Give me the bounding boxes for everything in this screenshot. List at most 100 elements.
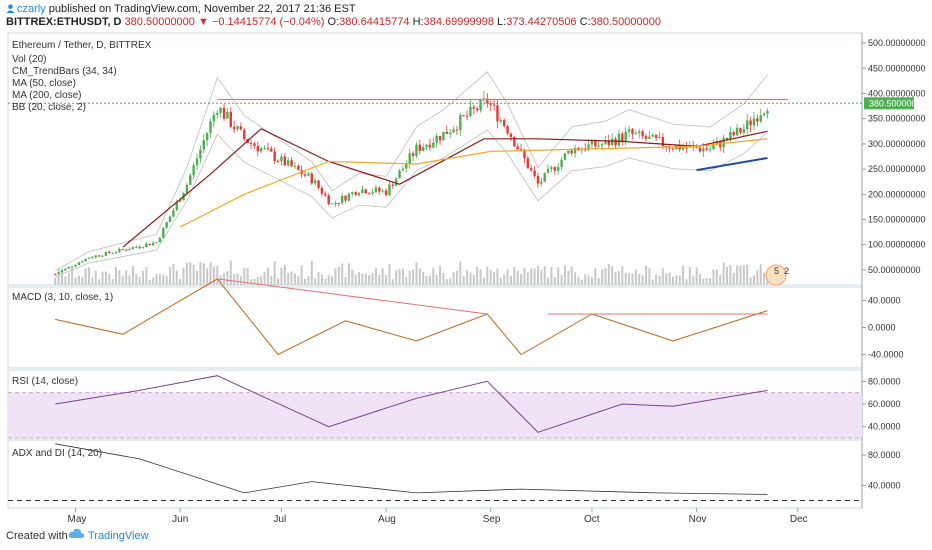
- volume-bar: [486, 266, 489, 285]
- volume-bar: [466, 270, 469, 285]
- volume-bar: [540, 269, 543, 285]
- volume-bar: [287, 272, 290, 285]
- candle-body: [543, 172, 546, 182]
- candle-body: [121, 248, 124, 250]
- volume-bar: [682, 265, 685, 285]
- candle-body: [131, 247, 135, 250]
- candle-body: [418, 144, 422, 151]
- volume-bar: [607, 264, 610, 285]
- candle-body: [661, 137, 665, 147]
- candle-body: [435, 135, 438, 143]
- candle-body: [742, 129, 746, 133]
- volume-bar: [577, 276, 580, 285]
- volume-bar: [314, 278, 317, 285]
- rsi-label[interactable]: RSI (14, close): [12, 376, 78, 387]
- candle-body: [155, 242, 158, 244]
- chart-canvas[interactable]: 500.00000000 450.00000000 400.00000000 350.…: [0, 30, 932, 524]
- volume-bar: [432, 267, 435, 285]
- volume-bar: [169, 266, 172, 285]
- volume-bar: [307, 276, 310, 285]
- volume-bar: [239, 276, 242, 285]
- candle-body: [162, 227, 165, 238]
- candle-body: [442, 131, 445, 141]
- user-icon: [6, 4, 15, 13]
- candle-body: [236, 126, 239, 130]
- blue-trendline: [696, 157, 768, 172]
- legend-item-ma200[interactable]: MA (200, close): [12, 90, 81, 101]
- events-badge[interactable]: 5 2: [765, 264, 789, 286]
- candle-body: [367, 193, 371, 195]
- volume-bar: [71, 267, 74, 285]
- legend-item-bb[interactable]: BB (20, close, 2): [12, 102, 86, 113]
- candle-body: [607, 140, 611, 146]
- volume-bar: [351, 270, 354, 285]
- candle-body: [600, 144, 604, 146]
- volume-bar: [550, 266, 553, 285]
- adx-label[interactable]: ADX and DI (14, 20): [12, 448, 102, 459]
- candle-body: [310, 173, 313, 184]
- candle-body: [256, 146, 259, 152]
- volume-bar: [611, 266, 614, 285]
- candle-body: [550, 167, 553, 169]
- candle-body: [202, 140, 205, 150]
- volume-bar: [324, 278, 327, 285]
- legend-item-ma50[interactable]: MA (50, close): [12, 78, 76, 89]
- volume-bar: [250, 279, 253, 285]
- volume-bar: [371, 272, 374, 285]
- volume-bar: [671, 276, 674, 285]
- volume-bar: [175, 270, 178, 285]
- indicator-lines: [55, 128, 768, 495]
- tradingview-logo-icon: [68, 528, 85, 538]
- candle-body: [205, 132, 209, 141]
- candle-body: [212, 114, 216, 122]
- volume-bar: [229, 260, 232, 285]
- macd-label[interactable]: MACD (3, 10, close, 1): [12, 292, 113, 303]
- legend-item-trendbars[interactable]: CM_TrendBars (34, 34): [12, 66, 117, 77]
- volume-bar: [523, 267, 526, 285]
- candle-body: [732, 132, 735, 136]
- volume-bar: [584, 274, 587, 285]
- author-link[interactable]: czarly: [17, 3, 46, 15]
- candle-body: [526, 158, 530, 169]
- volume-bar: [715, 269, 718, 285]
- price-change: −0.14415774 (−0.04%): [211, 16, 325, 28]
- volume-bar: [236, 273, 239, 285]
- tradingview-brand-link[interactable]: TradingView: [88, 530, 149, 542]
- volume-bar: [567, 270, 570, 285]
- candle-body: [570, 150, 573, 154]
- volume-bar: [368, 275, 371, 285]
- volume-bar: [185, 262, 188, 285]
- volume-bar: [209, 262, 212, 285]
- volume-bar: [422, 272, 425, 285]
- volume-bar: [145, 267, 148, 285]
- candle-body: [725, 137, 729, 140]
- volume-bar: [135, 274, 138, 285]
- candle-body: [557, 167, 560, 171]
- candle-body: [411, 153, 415, 156]
- volume-bar: [763, 272, 766, 285]
- volume-bar: [202, 263, 205, 285]
- volume-bar: [685, 279, 688, 285]
- candle-body: [415, 144, 418, 156]
- time-tick-label: Sep: [483, 514, 501, 524]
- volume-bar: [597, 277, 600, 285]
- candle-body: [320, 187, 324, 194]
- candle-body: [192, 165, 195, 176]
- price-tick-label: 100.00000000: [868, 240, 926, 250]
- grid-lines: [8, 392, 862, 501]
- volume-bar: [91, 277, 94, 285]
- footer: Created with TradingView: [0, 524, 932, 550]
- candle-body: [638, 131, 641, 134]
- volume-bar: [273, 261, 276, 285]
- volume-bar: [361, 273, 364, 285]
- candle-body: [698, 147, 702, 152]
- volume-bar: [412, 269, 415, 285]
- candle-body: [347, 193, 351, 201]
- candle-body: [185, 184, 189, 194]
- candle-body: [475, 108, 479, 111]
- candle-body: [530, 168, 533, 171]
- candle-body: [101, 255, 104, 257]
- legend-item-vol[interactable]: Vol (20): [12, 54, 46, 65]
- candle-body: [364, 189, 368, 194]
- volume-bar: [756, 270, 759, 285]
